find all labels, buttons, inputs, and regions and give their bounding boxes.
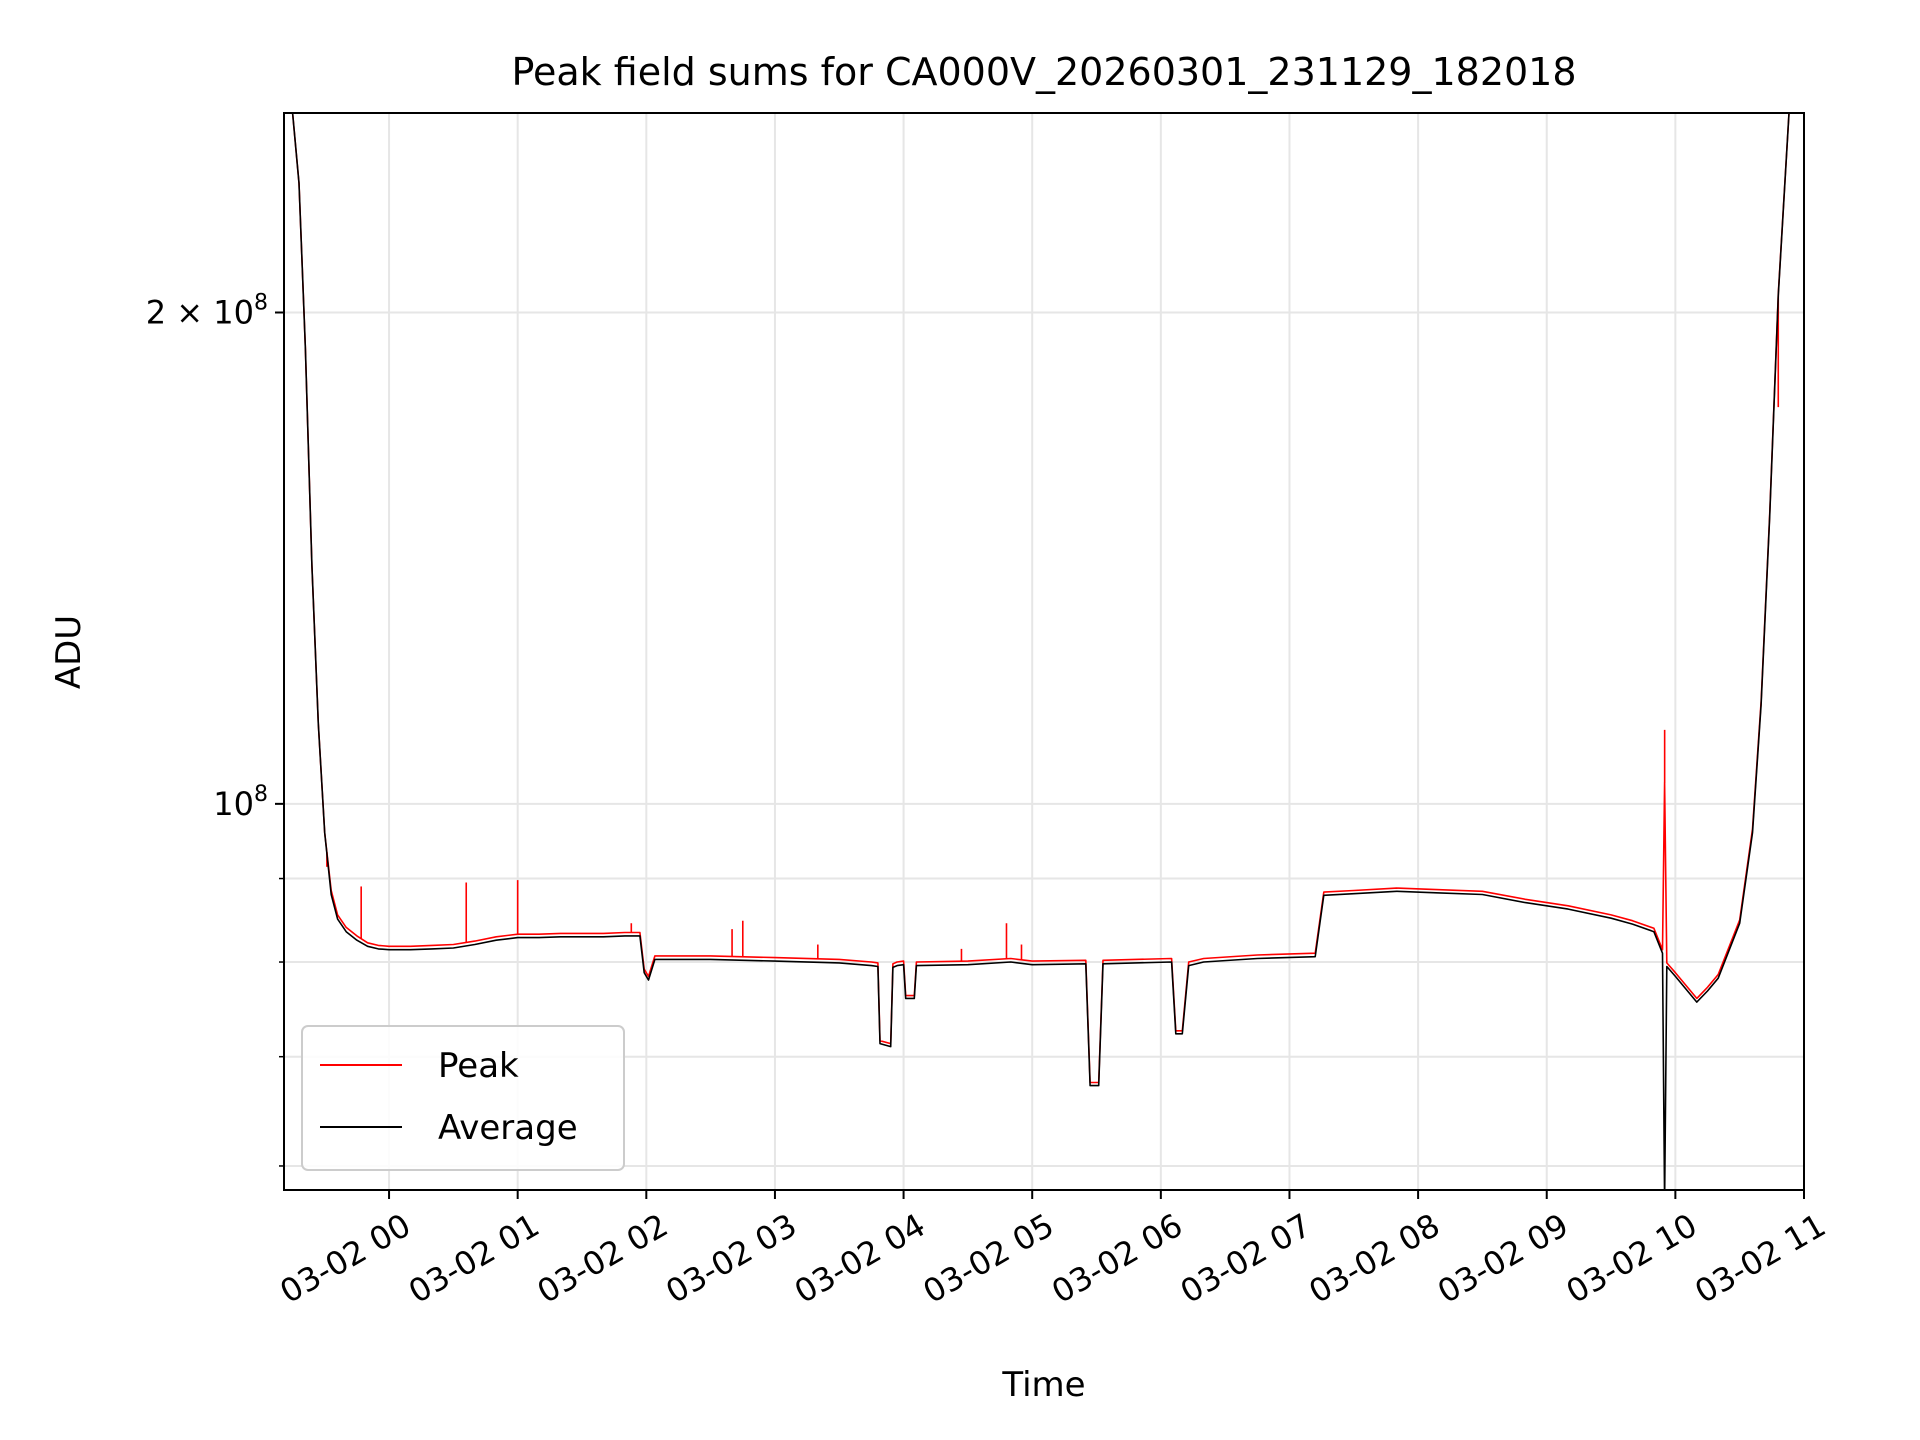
y-tick-label: 2 × 108	[146, 290, 268, 331]
y-tick-label: 108	[213, 782, 268, 823]
chart-title: Peak field sums for CA000V_20260301_2311…	[511, 50, 1576, 94]
plot-background	[284, 113, 1804, 1190]
plot-frame	[283, 112, 1805, 1191]
y-axis-ticks: 108 2 × 108	[146, 290, 284, 1167]
legend: Peak Average	[301, 1025, 625, 1171]
series-layer	[284, 113, 1802, 1190]
x-axis-label: Time	[1001, 1365, 1085, 1405]
legend-average-label: Average	[438, 1108, 578, 1148]
series-line-average	[284, 113, 1802, 1190]
legend-peak-label: Peak	[438, 1046, 519, 1086]
y-axis-label: ADU	[49, 615, 89, 689]
legend-box	[301, 1025, 625, 1171]
series-line-peak	[284, 113, 1802, 1084]
